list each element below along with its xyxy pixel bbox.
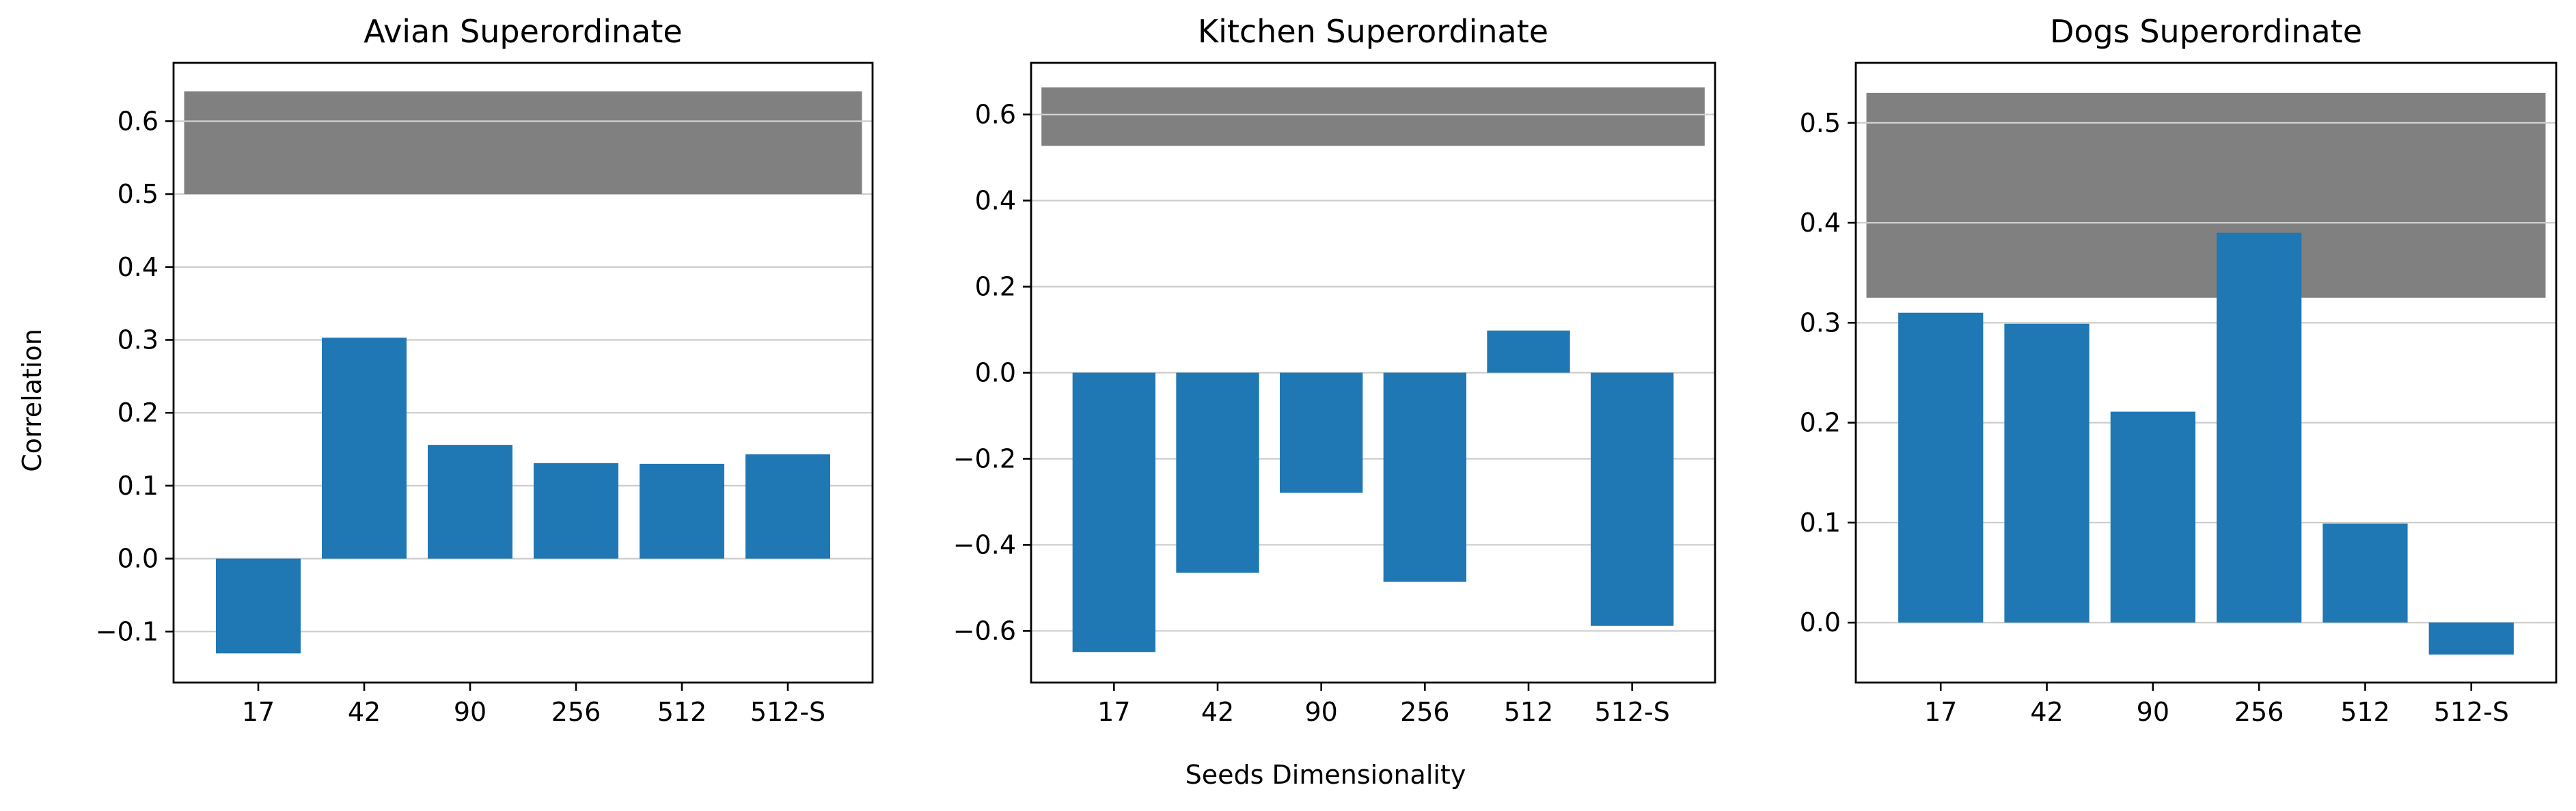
- y-tick-label: 0.2: [1800, 408, 1841, 438]
- x-axis-label: Seeds Dimensionality: [1186, 760, 1466, 790]
- x-tick-label: 256: [1400, 697, 1450, 727]
- y-tick-label: 0.3: [1800, 307, 1841, 338]
- bar-90: [428, 445, 512, 559]
- bar-512-S: [745, 454, 830, 559]
- y-tick-label: 0.1: [118, 471, 159, 501]
- x-tick-label: 17: [1097, 697, 1130, 727]
- chart-panel-2: −0.6 −0.4 −0.2 0.0 0.2 0.4 0.6 17 42 90 256 512 512-…: [953, 13, 1716, 727]
- x-tick-label: 512-S: [2434, 697, 2509, 727]
- y-tick-label: 0.0: [975, 358, 1016, 388]
- x-tick-label: 256: [551, 697, 601, 727]
- bar-256: [1383, 372, 1466, 582]
- y-tick-label: 0.5: [118, 179, 159, 209]
- y-tick-label: −0.2: [953, 443, 1016, 473]
- y-tick-label: 0.4: [975, 186, 1016, 216]
- bar-42: [322, 338, 407, 559]
- bar-512-S: [2428, 622, 2514, 655]
- x-tick-label: 42: [348, 697, 381, 727]
- x-tick-label: 512: [2340, 697, 2390, 727]
- chart-title: Avian Superordinate: [364, 13, 682, 50]
- y-tick-label: 0.6: [118, 106, 159, 136]
- x-tick-label: 42: [2030, 697, 2063, 727]
- y-tick-label: 0.0: [1800, 607, 1841, 637]
- reference-band: [184, 91, 862, 195]
- y-tick-label: −0.4: [953, 530, 1016, 560]
- y-tick-label: 0.0: [118, 544, 159, 574]
- reference-band: [1866, 92, 2546, 298]
- x-tick-label: 90: [1304, 697, 1337, 727]
- bar-512: [2322, 523, 2408, 623]
- x-tick-label: 90: [2137, 697, 2169, 727]
- bar-512-S: [1591, 372, 1674, 626]
- bar-512: [640, 463, 724, 559]
- chart-panel-1: −0.1 0.0 0.1 0.2 0.3 0.4 0.5 0.6 17 42 90 256 512 512…: [96, 13, 874, 727]
- bar-17: [216, 558, 301, 654]
- x-tick-label: 512-S: [750, 697, 825, 727]
- x-tick-label: 42: [1201, 697, 1234, 727]
- bar-42: [1176, 372, 1259, 573]
- y-tick-label: 0.3: [118, 325, 159, 355]
- bar-90: [1280, 372, 1363, 493]
- x-tick-label: 512: [1504, 697, 1554, 727]
- y-tick-label: 0.1: [1800, 508, 1841, 538]
- bar-42: [2004, 323, 2089, 623]
- x-tick-label: 512-S: [1594, 697, 1669, 727]
- y-tick-label: −0.6: [953, 616, 1016, 646]
- chart-title: Kitchen Superordinate: [1198, 13, 1548, 50]
- y-tick-label: 0.6: [975, 100, 1016, 130]
- x-tick-label: 90: [454, 697, 487, 727]
- chart-panel-3: 0.0 0.1 0.2 0.3 0.4 0.5 17 42 90 256 512 512-S Dogs …: [1800, 13, 2558, 727]
- y-tick-label: 0.2: [975, 272, 1016, 302]
- bar-90: [2110, 411, 2195, 623]
- bar-256: [534, 463, 618, 559]
- chart-title: Dogs Superordinate: [2050, 13, 2362, 50]
- x-tick-label: 17: [242, 697, 275, 727]
- y-tick-label: 0.5: [1800, 108, 1841, 138]
- y-tick-label: 0.2: [118, 398, 159, 428]
- y-tick-label: 0.4: [1800, 208, 1841, 238]
- bar-256: [2217, 232, 2302, 623]
- x-tick-label: 512: [657, 697, 707, 727]
- x-tick-label: 256: [2234, 697, 2284, 727]
- plot-frame: [1854, 61, 2558, 684]
- bar-17: [1072, 372, 1155, 652]
- bar-512: [1487, 330, 1570, 373]
- bar-17: [1898, 312, 1984, 623]
- y-axis-label: Correlation: [17, 329, 47, 472]
- reference-band: [1041, 87, 1705, 146]
- y-tick-label: −0.1: [96, 616, 159, 646]
- y-tick-label: 0.4: [118, 252, 159, 282]
- x-tick-label: 17: [1924, 697, 1957, 727]
- plot-frame: [172, 61, 874, 684]
